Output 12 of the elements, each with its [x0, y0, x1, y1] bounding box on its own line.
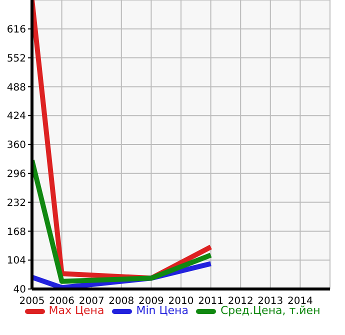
y-tick-label: 488	[6, 82, 26, 94]
y-tick-label: 552	[6, 53, 26, 64]
y-tick-label: 232	[6, 198, 26, 209]
y-tick-label: 104	[6, 256, 26, 267]
y-tick-label: 360	[6, 140, 26, 152]
x-tick-label: 2008	[108, 296, 134, 308]
y-tick-label: 424	[6, 111, 26, 122]
x-tick-label: 2005	[19, 296, 45, 308]
y-tick-label: 296	[6, 168, 26, 180]
y-tick-label: 40	[13, 284, 26, 296]
y-tick-label: 616	[6, 24, 26, 36]
y-tick-label: 168	[6, 226, 26, 238]
